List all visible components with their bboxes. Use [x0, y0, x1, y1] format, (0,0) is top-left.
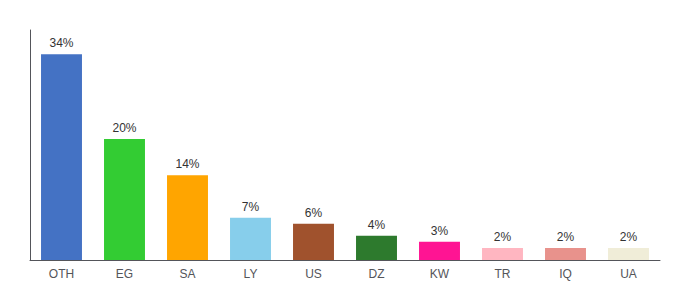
- svg-text:DZ: DZ: [369, 267, 385, 281]
- svg-text:IQ: IQ: [559, 267, 572, 281]
- svg-text:TR: TR: [495, 267, 511, 281]
- svg-text:3%: 3%: [431, 224, 449, 238]
- svg-text:14%: 14%: [175, 157, 199, 171]
- svg-text:20%: 20%: [112, 121, 136, 135]
- svg-text:KW: KW: [430, 267, 450, 281]
- svg-text:OTH: OTH: [49, 267, 74, 281]
- svg-text:SA: SA: [179, 267, 195, 281]
- svg-text:LY: LY: [244, 267, 258, 281]
- svg-text:UA: UA: [620, 267, 637, 281]
- svg-text:34%: 34%: [49, 36, 73, 50]
- svg-text:2%: 2%: [557, 230, 575, 244]
- svg-text:4%: 4%: [368, 218, 386, 232]
- svg-text:2%: 2%: [494, 230, 512, 244]
- svg-text:7%: 7%: [242, 200, 260, 214]
- svg-text:US: US: [305, 267, 322, 281]
- svg-text:6%: 6%: [305, 206, 323, 220]
- svg-text:2%: 2%: [620, 230, 638, 244]
- svg-text:EG: EG: [116, 267, 133, 281]
